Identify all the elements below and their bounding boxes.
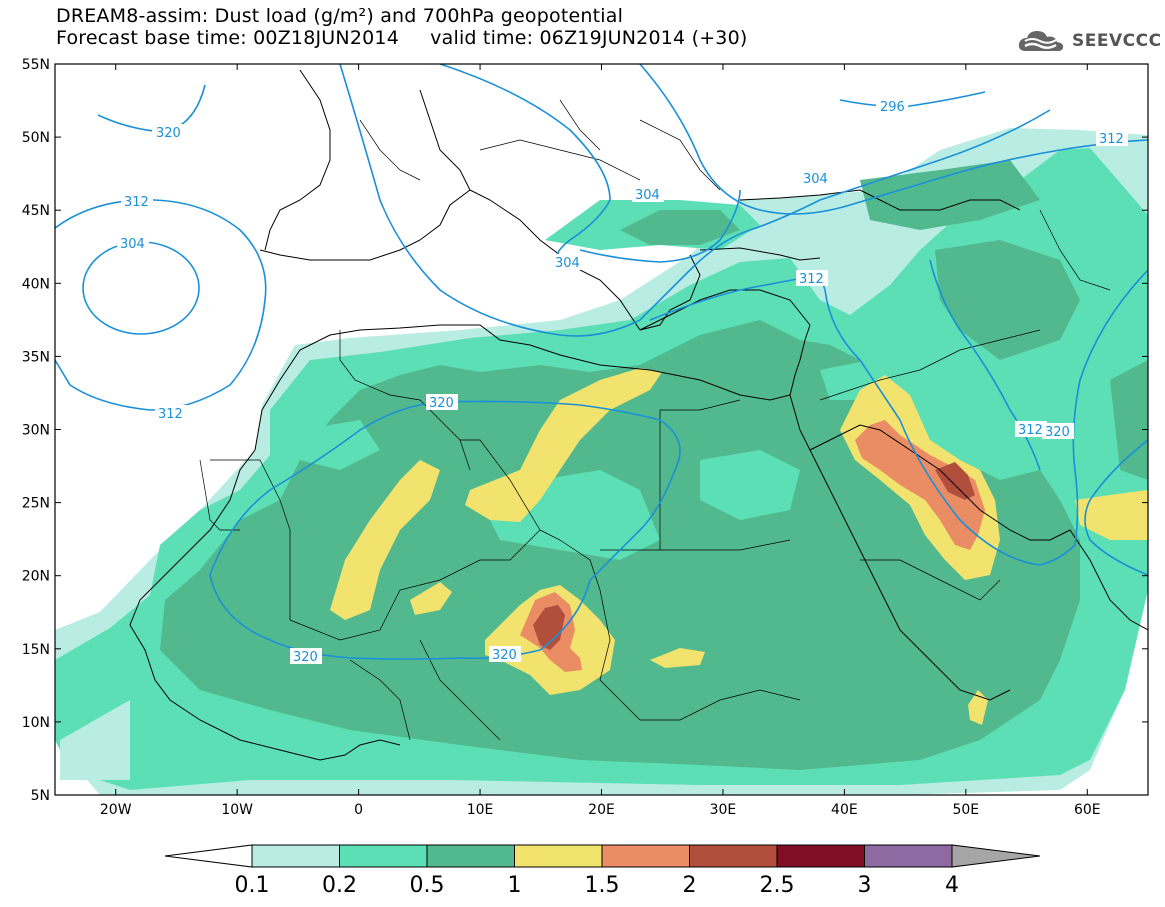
colorbar-swatch (426, 844, 515, 868)
lon-tick-label: 10W (221, 802, 253, 818)
colorbar-swatch (864, 844, 953, 868)
colorbar-label: 1 (508, 873, 522, 898)
colorbar-label: 2 (683, 873, 697, 898)
svg-text:304: 304 (120, 237, 145, 252)
colorbar-label: 0.2 (322, 873, 357, 898)
svg-text:304: 304 (635, 188, 660, 203)
colorbar-swatch (251, 844, 340, 868)
colorbar-swatch (601, 844, 690, 868)
contour-label-9: 312 (796, 270, 828, 287)
svg-text:296: 296 (880, 100, 905, 115)
contour-label-6: 304 (552, 254, 584, 271)
map-title: DREAM8-assim: Dust load (g/m²) and 700hP… (56, 5, 624, 27)
contour-label-15: 304 (800, 170, 832, 187)
dust-layer-2.0 (533, 462, 975, 650)
colorbar-label: 1.5 (585, 873, 620, 898)
longitude-axis: 20W 10W 0 10E 20E 30E 40E 50E 60E (100, 64, 1101, 818)
colorbar-label: 0.5 (410, 873, 445, 898)
colorbar-over-triangle (951, 844, 1041, 868)
svg-text:304: 304 (803, 172, 828, 187)
lat-tick-label: 10N (22, 715, 50, 731)
svg-text:312: 312 (158, 407, 183, 422)
contour-label-10: 320 (290, 648, 322, 665)
colorbar-swatch (339, 844, 428, 868)
cloud-icon (1018, 31, 1064, 51)
lon-tick-label: 60E (1074, 802, 1101, 818)
contour-label-7: 312 (155, 405, 187, 422)
lat-tick-label: 40N (22, 276, 50, 292)
lat-tick-label: 25N (22, 496, 50, 512)
contour-label-13: 312 (1096, 130, 1128, 147)
contour-label-4: 296 (876, 98, 908, 115)
lon-tick-label: 20W (100, 802, 132, 818)
svg-text:312: 312 (1099, 132, 1124, 147)
colorbar: 0.1 0.2 0.5 1 1.5 2 2.5 3 4 (164, 844, 1041, 898)
contour-label-12: 312 (1015, 421, 1047, 438)
lat-tick-label: 20N (22, 569, 50, 585)
svg-text:320: 320 (429, 396, 454, 411)
lon-tick-label: 30E (710, 802, 737, 818)
colorbar-swatch (514, 844, 603, 868)
lat-tick-label: 55N (22, 57, 50, 73)
lat-tick-label: 50N (22, 130, 50, 146)
svg-text:320: 320 (293, 650, 318, 665)
svg-text:320: 320 (492, 648, 517, 663)
contour-label-2: 312 (121, 193, 153, 210)
lon-tick-label: 0 (354, 802, 363, 818)
colorbar-label: 2.5 (760, 873, 795, 898)
borders (199, 99, 1111, 741)
colorbar-swatch (689, 844, 778, 868)
colorbar-label: 4 (945, 873, 959, 898)
lat-tick-label: 35N (22, 349, 50, 365)
contour-label-14: 320 (1042, 423, 1074, 440)
coastlines (129, 69, 1148, 761)
colorbar-swatch (776, 844, 865, 868)
map-subtitle: Forecast base time: 00Z18JUN2014 valid t… (56, 27, 748, 49)
svg-text:312: 312 (799, 272, 824, 287)
contour-label-5: 304 (632, 186, 664, 203)
colorbar-under-triangle (164, 844, 253, 868)
map-plot-area: 320 312 304 296 304 304 312 320 312 320 … (55, 64, 1148, 795)
svg-text:312: 312 (1018, 423, 1043, 438)
svg-text:320: 320 (1045, 425, 1070, 440)
latitude-axis: 55N 50N 45N 40N 35N 30N 25N 20N 15N 10N 5N (22, 57, 1148, 804)
svg-text:304: 304 (555, 256, 580, 271)
lon-tick-label: 40E (831, 802, 858, 818)
contour-label-8: 320 (426, 394, 458, 411)
colorbar-label: 0.1 (235, 873, 270, 898)
lon-tick-label: 50E (952, 802, 979, 818)
colorbar-label: 3 (858, 873, 872, 898)
contour-labels: 320 312 304 296 304 304 312 320 312 320 … (117, 98, 1128, 665)
lat-tick-label: 5N (31, 788, 50, 804)
contour-label-3: 304 (117, 235, 149, 252)
lon-tick-label: 10E (467, 802, 494, 818)
lat-tick-label: 15N (22, 642, 50, 658)
seevccc-logo: SEEVCCC (1016, 24, 1162, 58)
lat-tick-label: 45N (22, 203, 50, 219)
contour-label-11: 320 (489, 646, 521, 663)
lon-tick-label: 20E (588, 802, 615, 818)
logo-text: SEEVCCC (1072, 31, 1162, 51)
contour-label-1: 320 (152, 124, 184, 141)
svg-text:320: 320 (156, 126, 181, 141)
lat-tick-label: 30N (22, 423, 50, 439)
svg-text:312: 312 (124, 195, 149, 210)
